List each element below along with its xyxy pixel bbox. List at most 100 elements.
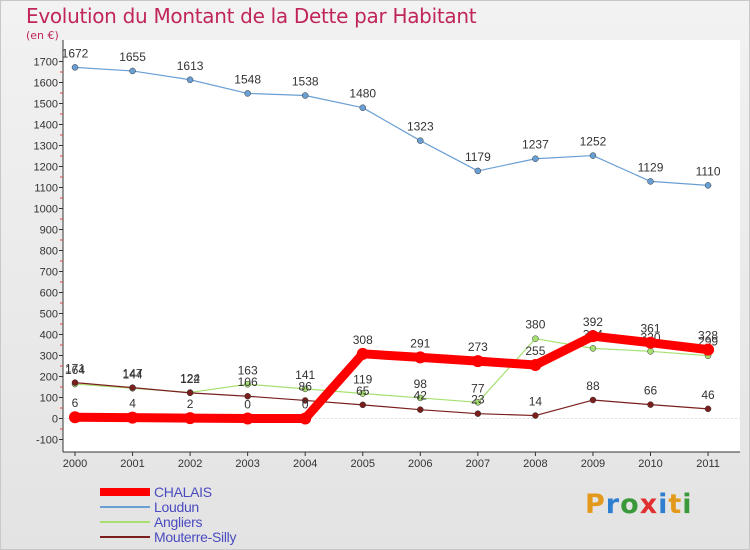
data-label-angliers: 163 — [238, 363, 258, 377]
data-label-mouterre-silly: 23 — [471, 393, 485, 407]
x-tick-label: 2005 — [351, 458, 375, 470]
data-label-mouterre-silly: 106 — [238, 375, 258, 389]
logo-letter: P — [585, 489, 606, 520]
data-label-chalais: 308 — [353, 333, 373, 347]
y-tick-label: 100 — [40, 393, 58, 405]
data-point-loudun — [71, 64, 79, 71]
data-point-loudun — [532, 155, 539, 162]
data-label-loudun: 1179 — [465, 150, 491, 164]
data-label-loudun: 1655 — [119, 50, 146, 64]
data-point-loudun — [704, 182, 712, 189]
legend-label-angliers: Angliers — [154, 514, 203, 530]
data-point-mouterre-silly — [589, 396, 597, 404]
data-label-loudun: 1323 — [407, 120, 434, 134]
data-point-angliers — [474, 399, 482, 406]
legend-label-loudun: Loudun — [154, 499, 199, 515]
data-label-mouterre-silly: 88 — [586, 379, 600, 393]
data-label-angliers: 77 — [471, 381, 485, 395]
y-tick-label: 1600 — [34, 78, 58, 90]
data-point-loudun — [244, 90, 251, 97]
logo-letter: i — [658, 489, 669, 520]
data-label-loudun: 1672 — [62, 46, 89, 60]
data-point-mouterre-silly — [532, 412, 539, 419]
data-label-loudun: 1548 — [234, 72, 261, 86]
x-tick-label: 2009 — [581, 458, 605, 470]
data-point-loudun — [186, 76, 194, 84]
data-point-chalais — [471, 355, 484, 368]
logo-letter: o — [620, 489, 640, 520]
series-line-chalais — [70, 331, 713, 423]
y-tick-label: -100 — [36, 435, 58, 447]
x-tick-label: 2001 — [120, 458, 144, 470]
y-tick-label: 900 — [40, 225, 58, 237]
legend-swatch-loudun — [100, 506, 150, 508]
data-point-chalais — [126, 411, 139, 424]
data-point-mouterre-silly — [244, 392, 251, 400]
data-label-chalais: 6 — [72, 396, 79, 410]
data-label-loudun: 1237 — [522, 138, 549, 152]
data-label-angliers: 124 — [180, 371, 200, 385]
data-label-chalais: 2 — [187, 397, 194, 411]
series-line-loudun — [74, 66, 709, 186]
data-point-angliers — [589, 345, 597, 352]
y-tick-label: 800 — [40, 246, 58, 258]
data-label-loudun: 1110 — [696, 164, 721, 178]
data-label-mouterre-silly: 14 — [529, 395, 543, 409]
x-tick-label: 2002 — [178, 458, 202, 470]
data-point-angliers — [301, 385, 309, 393]
data-point-chalais — [356, 347, 369, 360]
data-label-mouterre-silly: 147 — [123, 367, 143, 381]
data-label-mouterre-silly: 46 — [701, 388, 715, 402]
data-point-loudun — [359, 104, 366, 111]
x-tick-label: 2008 — [523, 458, 547, 470]
data-label-chalais: 4 — [129, 397, 136, 411]
data-label-loudun: 1538 — [292, 75, 319, 89]
data-label-chalais: 291 — [410, 336, 430, 350]
legend-label-mouterre-silly: Mouterre-Silly — [154, 529, 237, 545]
data-point-mouterre-silly — [186, 389, 194, 397]
data-point-chalais — [241, 412, 254, 425]
logo-letter: t — [668, 489, 683, 520]
data-label-angliers: 144 — [123, 367, 143, 381]
data-label-angliers: 98 — [414, 377, 428, 391]
y-tick-label: 1700 — [34, 57, 58, 69]
data-label-chalais: 361 — [640, 322, 660, 336]
data-label-chalais: 255 — [525, 344, 545, 358]
data-point-chalais — [69, 411, 81, 424]
data-point-angliers — [532, 335, 539, 342]
data-point-mouterre-silly — [359, 401, 366, 409]
data-point-mouterre-silly — [474, 410, 482, 417]
data-point-mouterre-silly — [417, 406, 424, 413]
data-point-mouterre-silly — [704, 405, 712, 413]
legend-swatch-mouterre-silly — [100, 536, 150, 538]
y-tick-label: 300 — [40, 351, 58, 363]
data-label-loudun: 1613 — [177, 59, 204, 73]
data-point-chalais — [644, 336, 657, 349]
data-label-loudun: 1129 — [638, 160, 664, 174]
data-label-angliers: 380 — [525, 318, 545, 332]
data-label-mouterre-silly: 66 — [644, 384, 658, 398]
data-point-mouterre-silly — [647, 401, 654, 408]
x-tick-label: 2003 — [235, 458, 259, 470]
y-tick-label: 600 — [40, 288, 58, 300]
plot-area — [63, 40, 740, 452]
data-point-mouterre-silly — [301, 397, 309, 404]
y-tick-label: 1400 — [34, 120, 58, 132]
legend-swatch-angliers — [100, 521, 150, 523]
x-tick-label: 2011 — [696, 458, 720, 470]
data-label-loudun: 1252 — [580, 135, 607, 149]
data-point-mouterre-silly — [71, 379, 79, 386]
data-point-loudun — [417, 137, 424, 144]
data-label-angliers: 141 — [295, 368, 315, 382]
data-point-chalais — [414, 351, 427, 364]
data-label-mouterre-silly: 122 — [180, 372, 200, 386]
data-point-loudun — [589, 152, 597, 159]
y-tick-label: 400 — [40, 330, 58, 342]
proxiti-logo: Proxiti — [585, 489, 693, 520]
y-tick-label: 1500 — [34, 99, 58, 111]
data-label-chalais: 392 — [583, 315, 603, 329]
data-label-mouterre-silly: 42 — [414, 389, 428, 403]
data-point-loudun — [129, 67, 136, 75]
logo-letter: x — [639, 489, 659, 520]
logo-letter: i — [682, 489, 693, 520]
